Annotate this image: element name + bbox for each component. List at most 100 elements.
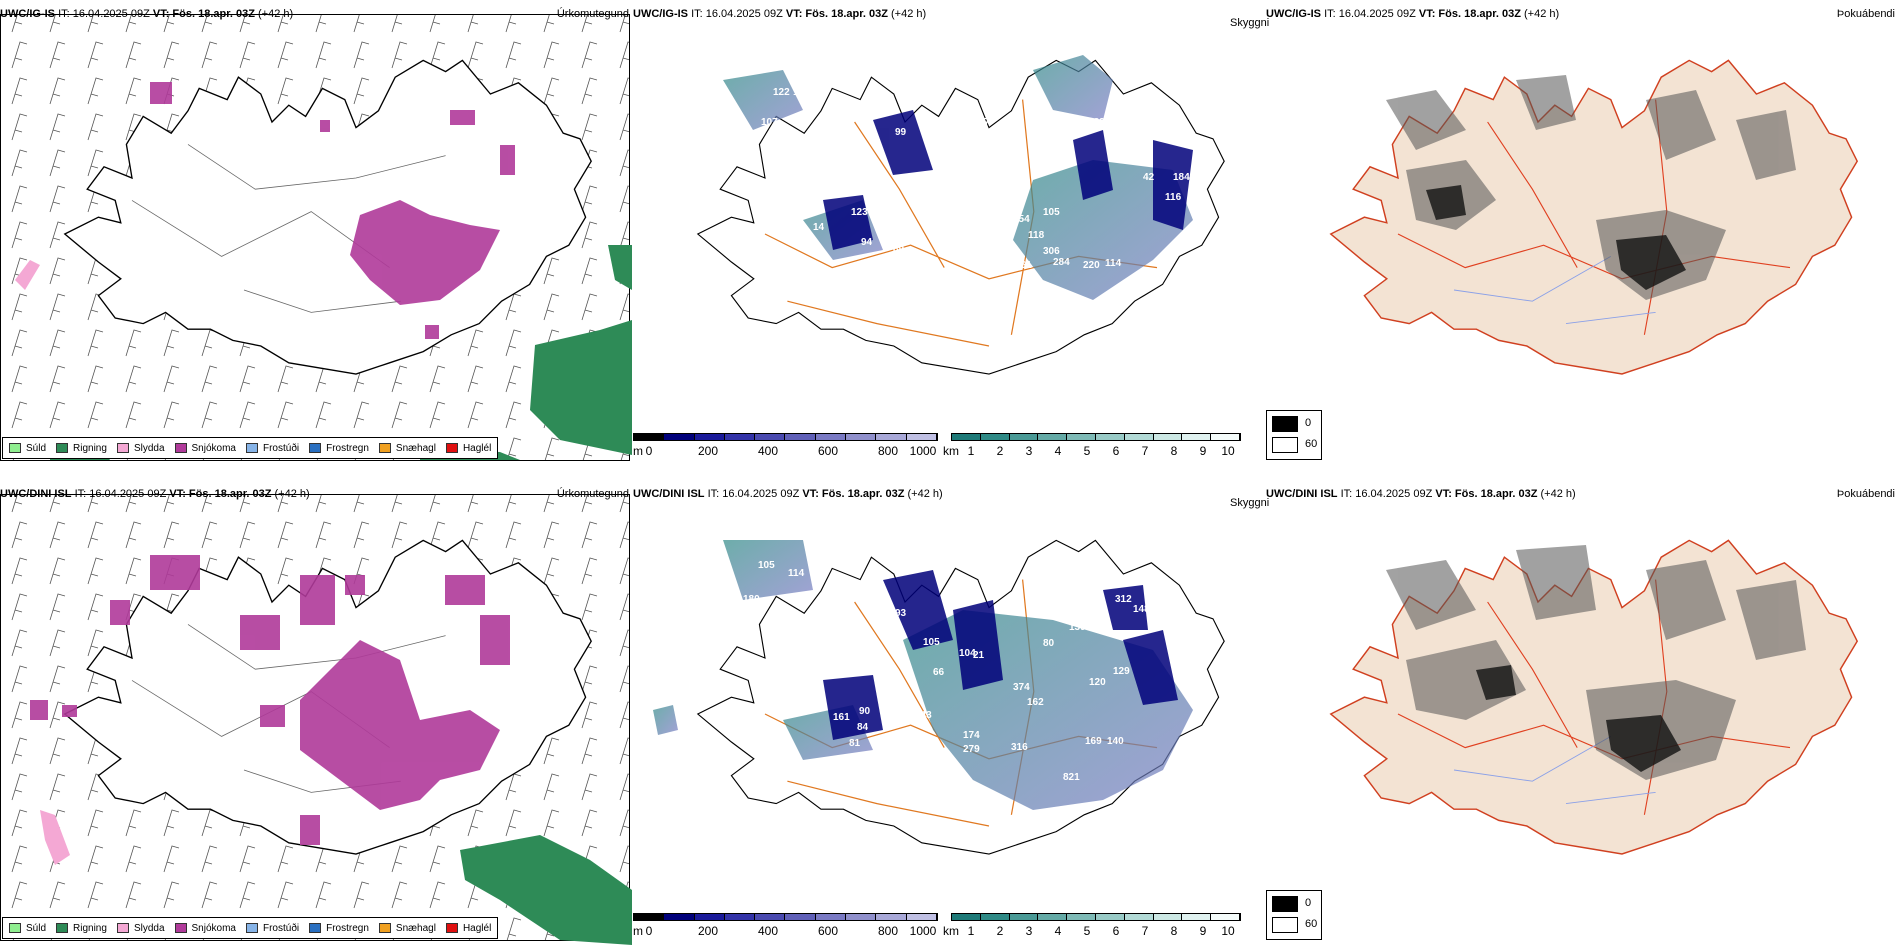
ceiling-areas — [823, 110, 1193, 250]
svg-text:81: 81 — [849, 738, 861, 749]
svg-text:84: 84 — [857, 722, 869, 733]
svg-text:184: 184 — [1173, 172, 1190, 183]
visibility-title: Skyggni — [1230, 17, 1270, 29]
svg-text:520: 520 — [1058, 294, 1075, 305]
panel-title: UWC/DINI ISL IT: 16.04.2025 09Z VT: Fös.… — [0, 488, 310, 500]
svg-text:148: 148 — [1133, 604, 1150, 615]
legend-item: Súld — [9, 923, 46, 934]
svg-text:143: 143 — [915, 710, 932, 721]
fog-indicator-title: Þokuábendi — [1836, 488, 1895, 500]
svg-text:188: 188 — [1121, 110, 1138, 121]
svg-text:754: 754 — [1013, 214, 1030, 225]
svg-text:377: 377 — [793, 592, 810, 603]
precip-type-panel-bottom: UWC/DINI ISL IT: 16.04.2025 09Z VT: Fös.… — [0, 480, 633, 945]
svg-text:159: 159 — [1155, 622, 1172, 633]
visibility-colorbar: km 1 2 3 4 5 6 7 8 9 10 — [943, 909, 1243, 939]
svg-text:90: 90 — [859, 706, 871, 717]
svg-text:180: 180 — [743, 594, 760, 605]
legend-item: Snæhagl — [378, 923, 436, 934]
ceiling-colorbar: m 0 200 400 600 800 1000 — [633, 909, 943, 939]
svg-text:105: 105 — [923, 637, 940, 648]
legend-item: Haglél — [445, 923, 491, 934]
svg-text:105: 105 — [728, 232, 745, 243]
svg-text:172: 172 — [803, 702, 820, 713]
svg-text:92: 92 — [1173, 632, 1185, 643]
legend-item: Rigning — [56, 923, 107, 934]
svg-text:89: 89 — [893, 244, 905, 255]
ceiling-visibility-panel-bottom: 105 114 180 377 93 105 104 21 66 172 84 … — [633, 480, 1266, 945]
legend-item: Snæhagl — [378, 443, 436, 454]
svg-text:89: 89 — [923, 178, 935, 189]
precip-type-map — [1, 15, 632, 460]
svg-text:182: 182 — [1088, 117, 1105, 128]
panel-title: UWC/IG-IS IT: 16.04.2025 09Z VT: Fös. 18… — [633, 8, 927, 20]
rain-areas — [460, 835, 632, 945]
ceiling-labels: 122 115 123 107 105 63 14 122 123 94 89 … — [728, 87, 1190, 305]
svg-text:80: 80 — [1043, 638, 1055, 649]
sleet-area — [15, 260, 40, 290]
svg-text:162: 162 — [1027, 697, 1044, 708]
legend-item: Slydda — [116, 923, 165, 934]
legend-item: Frostregn — [309, 443, 369, 454]
snow-areas — [150, 82, 515, 339]
svg-text:306: 306 — [1043, 246, 1060, 257]
ceiling-visibility-map: 122 115 123 107 105 63 14 122 123 94 89 … — [697, 55, 1225, 375]
fog-scale-legend: 0 60 — [1266, 410, 1322, 460]
svg-text:139: 139 — [1069, 622, 1086, 633]
panel-title: UWC/IG-IS IT: 16.04.2025 09Z VT: Fös. 18… — [0, 8, 294, 20]
svg-text:374: 374 — [1013, 682, 1030, 693]
fog-indicator-panel-bottom: UWC/DINI ISL IT: 16.04.2025 09Z VT: Fös.… — [1266, 480, 1899, 945]
visibility-colorbar: km 1 2 3 4 5 6 7 8 9 10 — [943, 429, 1243, 459]
svg-text:115: 115 — [793, 87, 810, 98]
fog-indicator-map — [1330, 539, 1858, 855]
svg-text:105: 105 — [1043, 207, 1060, 218]
visibility-title: Skyggni — [1230, 497, 1270, 509]
svg-text:93: 93 — [895, 608, 907, 619]
legend-item: Frostregn — [309, 923, 369, 934]
svg-text:821: 821 — [1063, 772, 1080, 783]
fog-indicator-map — [1330, 59, 1858, 375]
legend-item: Frostúði — [245, 443, 299, 454]
svg-text:123: 123 — [811, 152, 828, 163]
fog-indicator-panel-top: UWC/IG-IS IT: 16.04.2025 09Z VT: Fös. 18… — [1266, 0, 1899, 465]
svg-text:14: 14 — [813, 222, 825, 233]
svg-text:114: 114 — [1105, 258, 1122, 269]
svg-text:377: 377 — [973, 117, 990, 128]
svg-text:118: 118 — [1028, 230, 1045, 241]
precip-type-panel-top: UWC/IG-IS IT: 16.04.2025 09Z VT: Fös. 18… — [0, 0, 633, 465]
precip-type-title: Úrkomutegund — [556, 8, 629, 20]
legend-item: Rigning — [56, 443, 107, 454]
svg-text:66: 66 — [933, 667, 945, 678]
panel-title: UWC/DINI ISL IT: 16.04.2025 09Z VT: Fös.… — [633, 488, 943, 500]
svg-text:176: 176 — [1033, 570, 1050, 581]
sleet-area — [40, 810, 70, 865]
svg-text:21: 21 — [973, 650, 985, 661]
svg-text:51: 51 — [951, 167, 963, 178]
legend-item: Snjókoma — [174, 443, 236, 454]
ceiling-visibility-map: 105 114 180 377 93 105 104 21 66 172 84 … — [653, 539, 1225, 855]
precip-type-title: Úrkomutegund — [556, 488, 629, 500]
svg-text:29: 29 — [1053, 612, 1065, 623]
svg-text:169: 169 — [1085, 736, 1102, 747]
svg-text:94: 94 — [861, 237, 873, 248]
svg-text:107: 107 — [761, 117, 778, 128]
precip-type-map — [1, 495, 632, 945]
legend-item: Frostúði — [245, 923, 299, 934]
svg-text:60: 60 — [1141, 134, 1153, 145]
svg-text:140: 140 — [1107, 736, 1124, 747]
svg-text:120: 120 — [1089, 677, 1106, 688]
svg-text:218: 218 — [1115, 578, 1132, 589]
panel-title: UWC/IG-IS IT: 16.04.2025 09Z VT: Fös. 18… — [1266, 8, 1560, 20]
snow-areas — [30, 555, 510, 845]
svg-text:123: 123 — [851, 207, 868, 218]
svg-text:129: 129 — [1113, 666, 1130, 677]
svg-text:122: 122 — [773, 87, 790, 98]
ceiling-labels: 105 114 180 377 93 105 104 21 66 172 84 … — [743, 560, 1185, 783]
svg-text:174: 174 — [963, 730, 980, 741]
fog-indicator-title: Þokuábendi — [1836, 8, 1895, 20]
svg-text:99: 99 — [895, 127, 907, 138]
precip-type-legend: Súld Rigning Slydda Snjókoma Frostúði Fr… — [2, 437, 499, 459]
ceiling-colorbar: m 0 200 400 600 800 1000 — [633, 429, 943, 459]
precip-type-legend: Súld Rigning Slydda Snjókoma Frostúði Fr… — [2, 917, 499, 939]
svg-text:84: 84 — [938, 117, 950, 128]
